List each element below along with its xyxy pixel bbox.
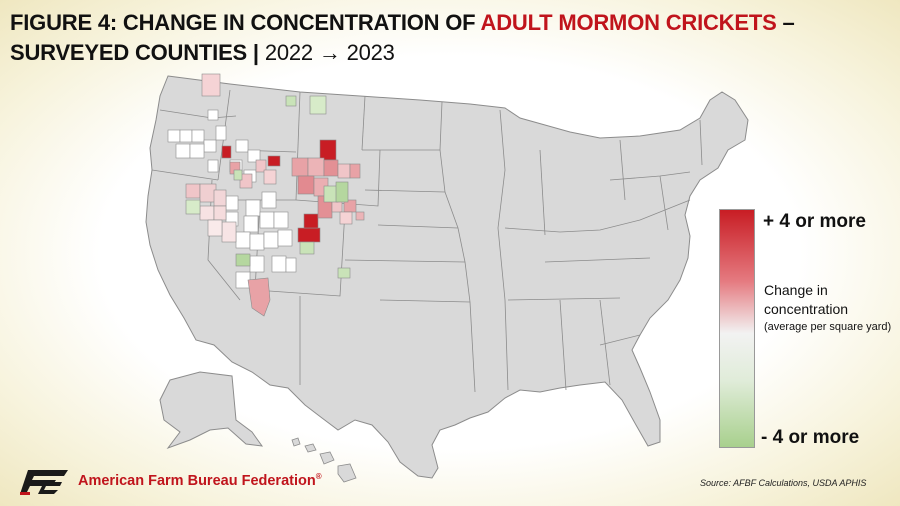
figure-title: FIGURE 4: CHANGE IN CONCENTRATION OF ADU… [10,8,890,68]
title-line2: SURVEYED COUNTIES | [10,40,259,65]
org-name-text: American Farm Bureau Federation [78,472,316,489]
afbf-logo-icon [20,470,68,495]
organization-name: American Farm Bureau Federation® [78,472,322,489]
increase-counties [185,73,365,317]
legend-bottom-label: - 4 or more [761,427,860,448]
legend-title: Change in concentration [764,282,849,317]
legend-color-scale [719,209,755,448]
hawaii-shape [291,437,357,483]
decrease-counties [185,95,351,279]
title-dash: – [782,10,795,35]
alaska-shape [159,371,264,450]
source-note: Source: AFBF Calculations, USDA APHIS [700,478,867,488]
registered-mark: ® [315,472,322,481]
legend-top-label: + 4 or more [763,211,866,232]
title-prefix: FIGURE 4: CHANGE IN CONCENTRATION OF [10,10,476,35]
title-years: 2022 → 2023 [264,40,395,65]
title-highlight: ADULT MORMON CRICKETS [480,10,777,35]
legend-subtitle: (average per square yard) [764,321,892,333]
